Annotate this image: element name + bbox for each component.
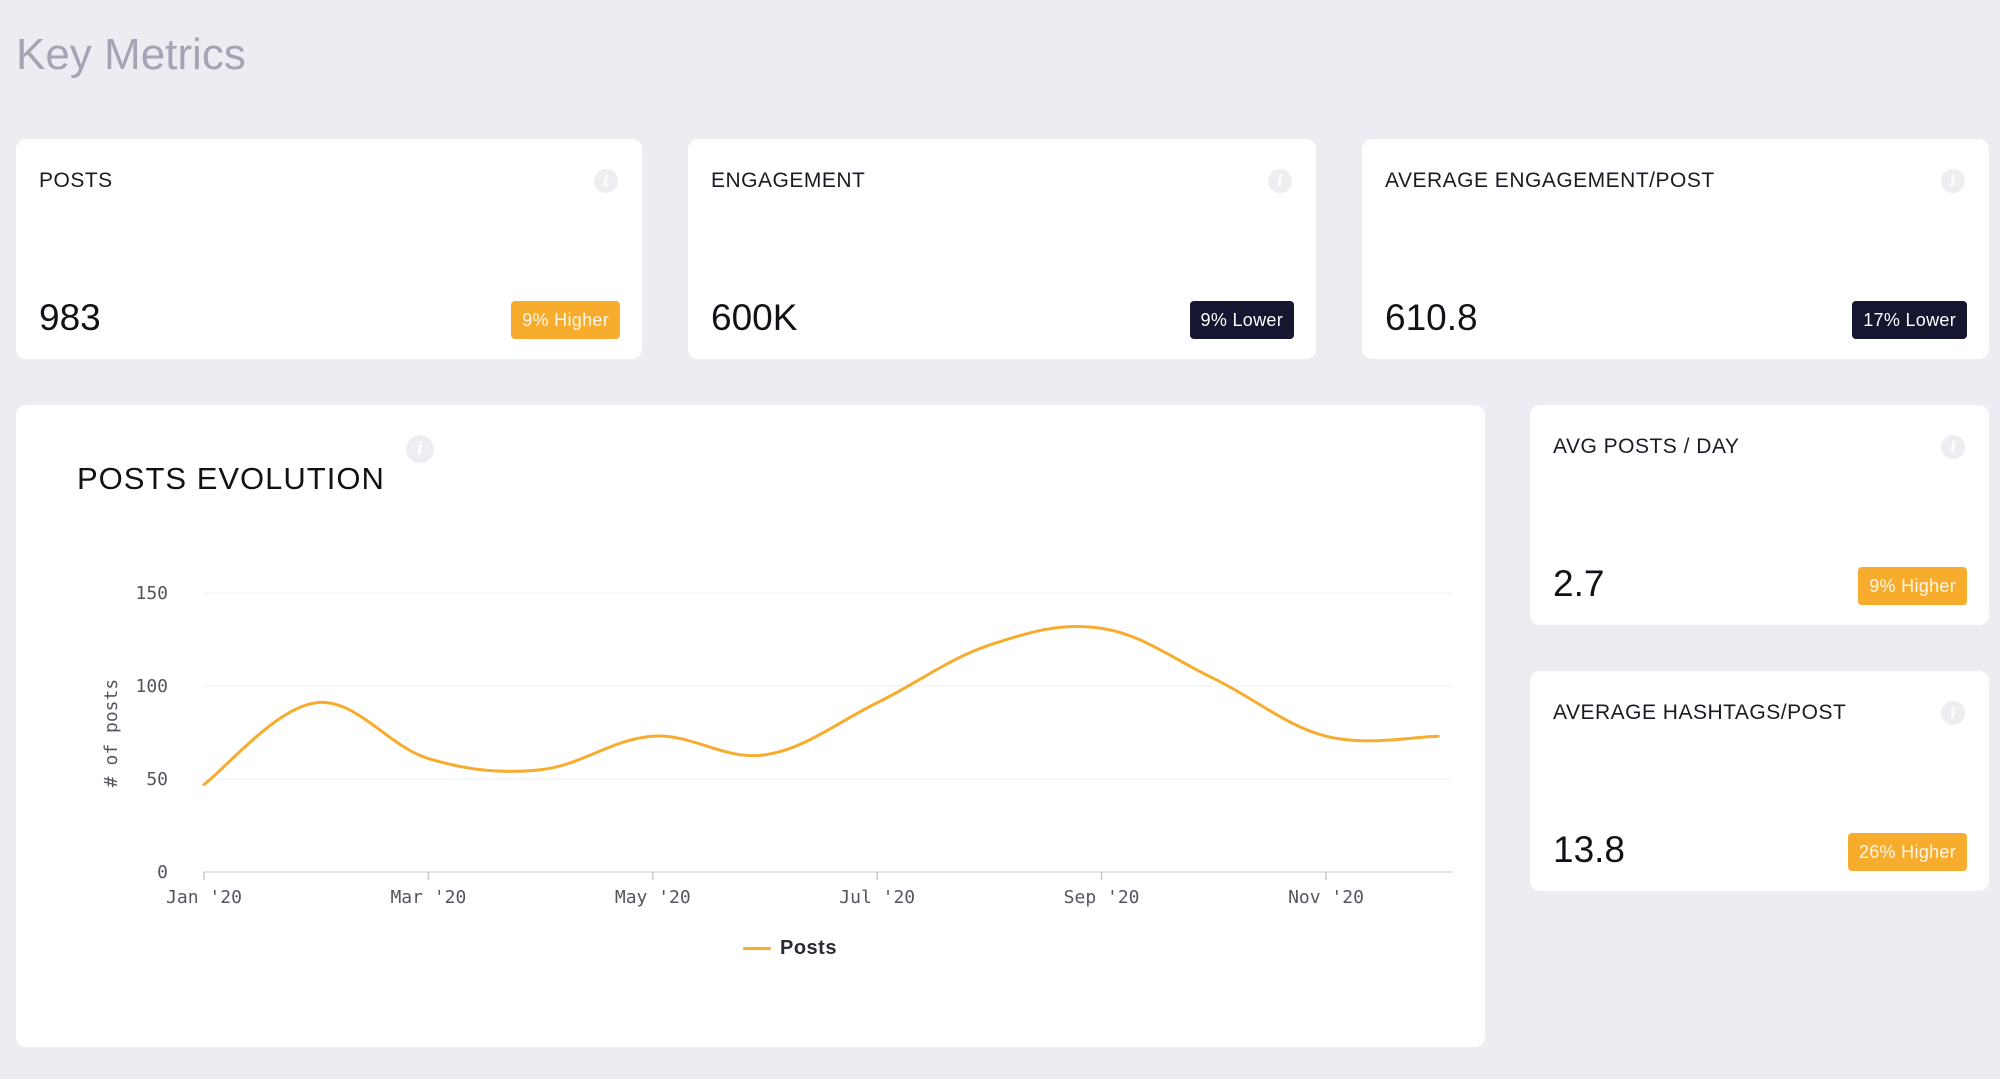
trend-badge: 9% Lower: [1189, 301, 1294, 339]
metric-card-average-engagement: AVERAGE ENGAGEMENT/POST i 610.8 17% Lowe…: [1362, 139, 1989, 359]
x-tick-label: Nov '20: [1288, 887, 1364, 908]
metric-label: ENGAGEMENT: [711, 169, 866, 192]
info-icon[interactable]: i: [1941, 435, 1965, 459]
metric-label: AVG POSTS / DAY: [1553, 435, 1740, 458]
legend-label: Posts: [780, 937, 837, 959]
y-axis-label: # of posts: [101, 679, 122, 787]
x-tick-label: Jul '20: [839, 887, 915, 908]
x-tick-label: Jan '20: [166, 887, 242, 908]
metric-value: 2.7: [1553, 563, 1605, 604]
series-line-posts: [202, 625, 1440, 787]
info-icon[interactable]: i: [594, 169, 618, 193]
info-icon[interactable]: i: [1941, 701, 1965, 725]
posts-evolution-card: POSTS EVOLUTION i 0 50 100 150 # of posts Jan…: [16, 405, 1485, 1047]
y-tick-label: 0: [157, 862, 168, 883]
metric-label: POSTS: [39, 169, 113, 192]
trend-badge: 17% Lower: [1852, 301, 1967, 339]
metric-value: 610.8: [1385, 297, 1478, 338]
metric-label: AVERAGE ENGAGEMENT/POST: [1385, 169, 1715, 192]
metric-value: 600K: [711, 297, 798, 338]
y-tick-label: 100: [135, 676, 168, 697]
trend-badge: 9% Higher: [1858, 567, 1967, 605]
legend-line-swatch: [743, 947, 771, 950]
posts-evolution-chart: 0 50 100 150 # of posts Jan '20 Mar '20 May '20…: [101, 583, 1452, 908]
trend-badge: 9% Higher: [511, 301, 620, 339]
metric-card-average-hashtags: AVERAGE HASHTAGS/POST i 13.8 26% Higher: [1530, 671, 1989, 891]
metric-card-posts: POSTS i 983 9% Higher: [16, 139, 642, 359]
metric-label: AVERAGE HASHTAGS/POST: [1553, 701, 1847, 724]
x-tick-label: Mar '20: [390, 887, 466, 908]
info-icon[interactable]: i: [406, 435, 434, 463]
info-icon[interactable]: i: [1268, 169, 1292, 193]
chart-legend[interactable]: Posts: [743, 937, 837, 960]
y-tick-label: 50: [146, 769, 168, 790]
y-tick-label: 150: [135, 583, 168, 604]
metric-value: 13.8: [1553, 829, 1626, 870]
metric-card-engagement: ENGAGEMENT i 600K 9% Lower: [688, 139, 1316, 359]
chart-title: POSTS EVOLUTION: [77, 461, 385, 496]
metric-card-avg-posts-per-day: AVG POSTS / DAY i 2.7 9% Higher: [1530, 405, 1989, 625]
metric-value: 983: [39, 297, 101, 338]
x-tick-label: Sep '20: [1064, 887, 1140, 908]
info-icon[interactable]: i: [1941, 169, 1965, 193]
trend-badge: 26% Higher: [1847, 833, 1967, 871]
x-tick-label: May '20: [615, 887, 691, 908]
page-title: Key Metrics: [16, 30, 246, 79]
